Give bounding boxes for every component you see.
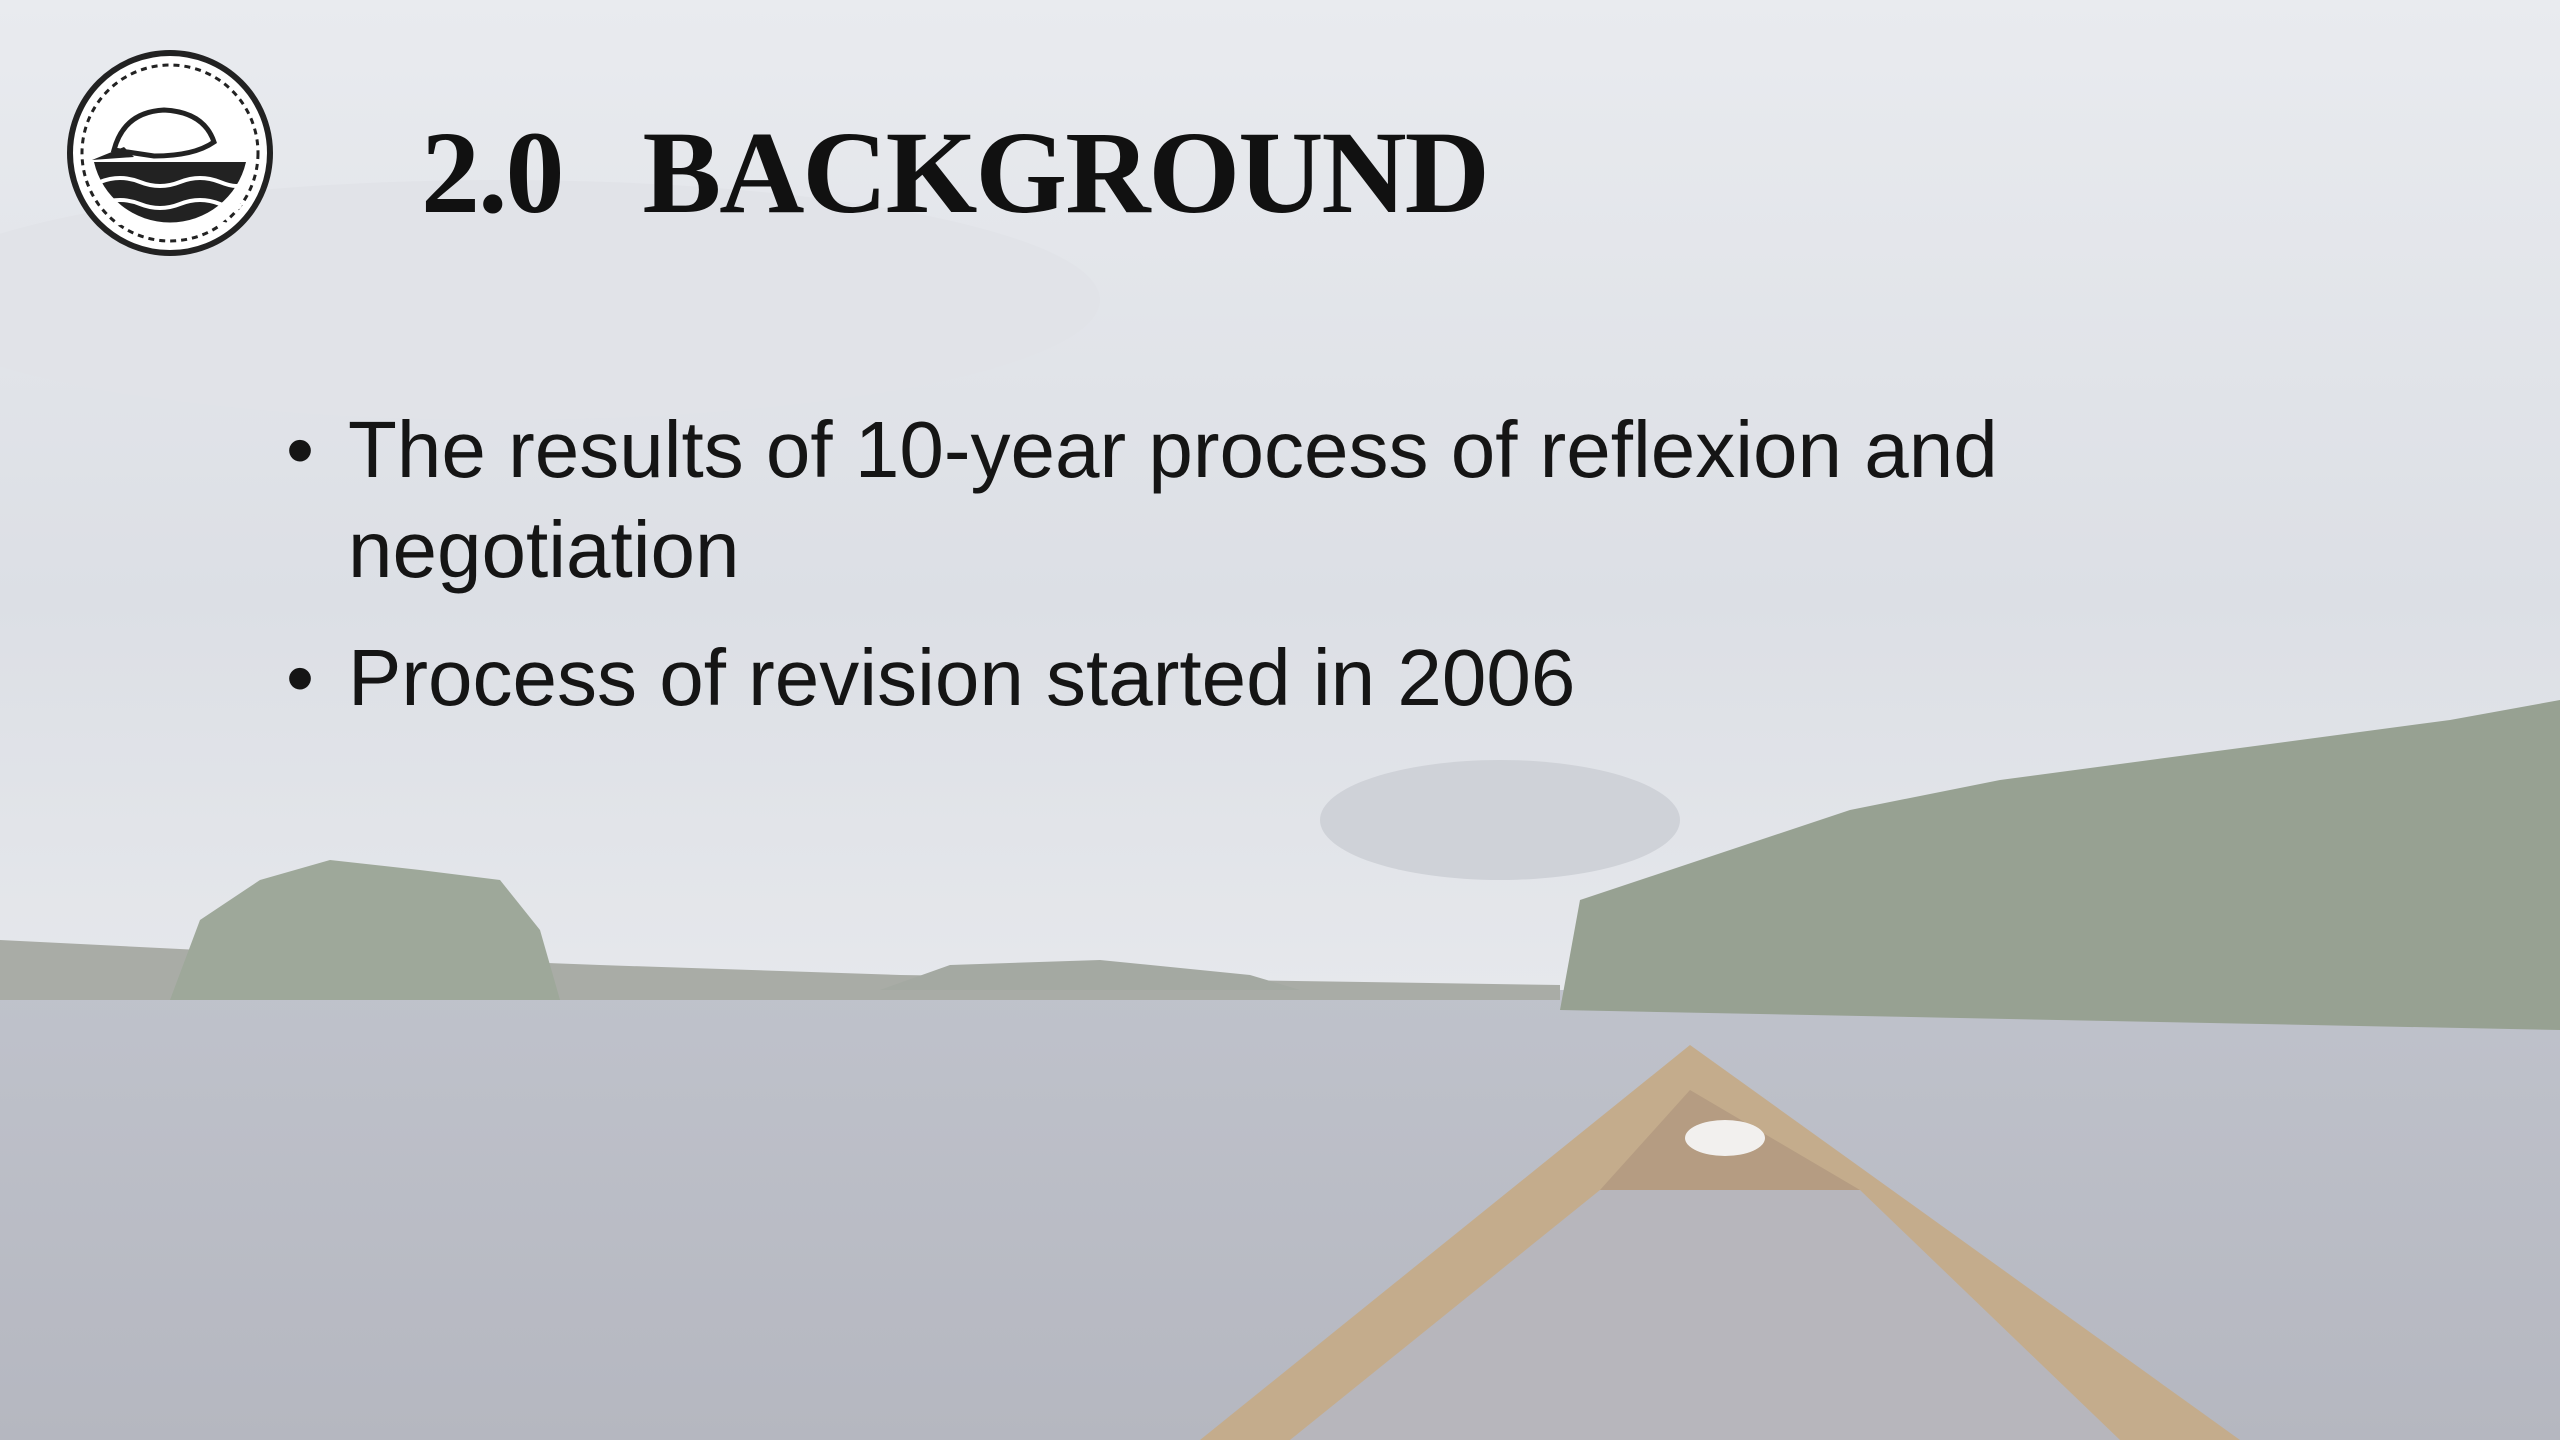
logo xyxy=(64,32,276,274)
section-number: 2.0 xyxy=(421,107,563,238)
bullet-item: Process of revision started in 2006 xyxy=(286,628,2146,728)
bullet-list: The results of 10-year process of reflex… xyxy=(286,400,2146,756)
title-text: BACKGROUND xyxy=(643,107,1488,238)
slide: 2.0 BACKGROUND The results of 10-year pro… xyxy=(0,0,2560,1440)
slide-title: 2.0 BACKGROUND xyxy=(421,105,1488,241)
bullet-item: The results of 10-year process of reflex… xyxy=(286,400,2146,600)
